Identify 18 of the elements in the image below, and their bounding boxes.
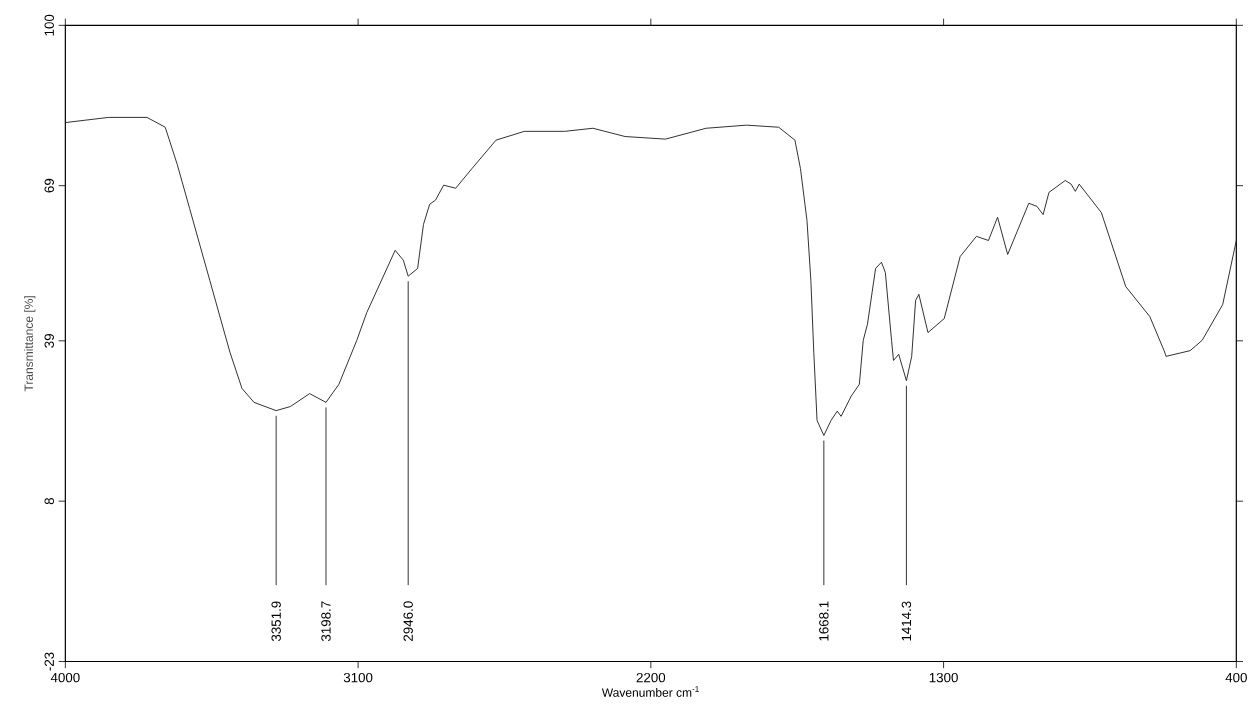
x-tick-label: 2200 — [636, 673, 666, 683]
y-axis-title: Transmittance [%] — [24, 296, 36, 392]
x-tick-label: 3100 — [343, 673, 373, 683]
annotation: 3351.9 — [271, 601, 281, 642]
line-series — [64, 117, 1237, 437]
y-tick-label: -23 — [44, 652, 54, 671]
y-tick-label: 39 — [44, 334, 54, 348]
y-tick-label: 8 — [44, 498, 54, 505]
x-axis-title: Wavenumber cm$^{-1}$ — [601, 686, 699, 698]
annotation: 1414.3 — [901, 601, 912, 641]
x-tick-label: 1300 — [929, 673, 958, 683]
annotation: 1668.1 — [819, 601, 829, 641]
annotation: 3198.7 — [321, 601, 331, 642]
y-tick-label: 100 — [44, 14, 54, 36]
x-tick-label: 400 — [1225, 673, 1247, 683]
y-tick-label: 69 — [44, 179, 54, 193]
annotation: 2946.0 — [403, 601, 413, 642]
x-tick-label: 4000 — [50, 673, 80, 683]
